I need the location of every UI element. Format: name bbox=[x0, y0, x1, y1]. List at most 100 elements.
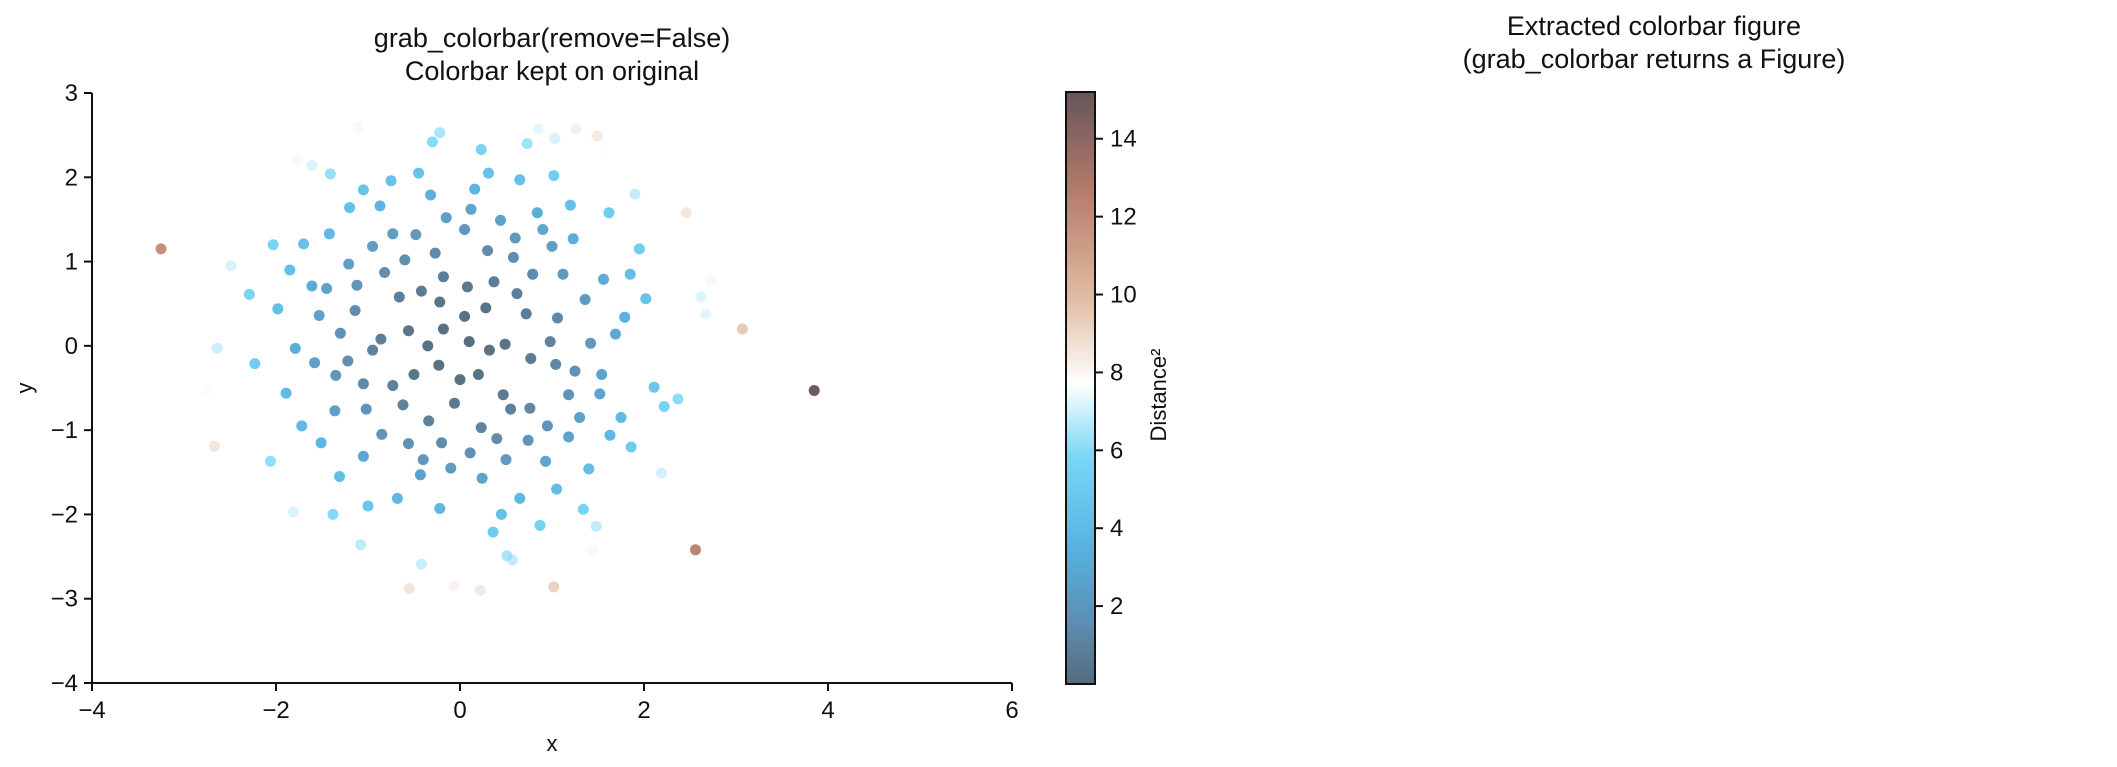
scatter-point bbox=[640, 293, 652, 305]
scatter-point bbox=[690, 544, 701, 556]
scatter-point bbox=[563, 389, 575, 401]
scatter-point bbox=[351, 279, 363, 291]
scatter-point bbox=[625, 441, 637, 453]
scatter-point bbox=[417, 454, 429, 466]
scatter-point bbox=[505, 403, 517, 415]
scatter-point bbox=[658, 401, 670, 412]
scatter-point bbox=[313, 310, 325, 321]
scatter-point bbox=[434, 296, 446, 308]
scatter-point bbox=[309, 357, 321, 369]
scatter-point bbox=[475, 422, 487, 434]
scatter-point bbox=[449, 580, 460, 592]
y-tick-label: −3 bbox=[51, 586, 78, 613]
scatter-point bbox=[243, 288, 255, 300]
scatter-point bbox=[591, 130, 603, 142]
scatter-point bbox=[330, 369, 342, 381]
scatter-point bbox=[284, 264, 296, 276]
scatter-point bbox=[587, 544, 599, 556]
scatter-point bbox=[306, 160, 318, 171]
scatter-point bbox=[648, 381, 660, 393]
scatter-point bbox=[397, 399, 409, 411]
scatter-point bbox=[434, 127, 446, 139]
scatter-point bbox=[525, 353, 537, 364]
scatter-point bbox=[549, 133, 561, 144]
scatter-point bbox=[425, 189, 437, 201]
colorbar-tick-label: 6 bbox=[1110, 437, 1123, 464]
scatter-point bbox=[532, 123, 544, 135]
scatter-point bbox=[475, 144, 487, 155]
scatter-point bbox=[272, 303, 284, 315]
scatter-point bbox=[374, 200, 386, 212]
scatter-point bbox=[329, 405, 341, 417]
scatter-point bbox=[449, 397, 460, 409]
scatter-point bbox=[296, 420, 308, 432]
scatter-point bbox=[437, 323, 449, 335]
scatter-point bbox=[603, 207, 615, 219]
scatter-point bbox=[292, 154, 304, 166]
scatter-point bbox=[704, 276, 716, 288]
scatter-point bbox=[459, 310, 471, 322]
scatter-point bbox=[574, 412, 586, 423]
scatter-point bbox=[323, 228, 335, 240]
scatter-point bbox=[208, 440, 220, 452]
scatter-point bbox=[459, 224, 471, 235]
scatter-point bbox=[511, 288, 523, 300]
scatter-point bbox=[324, 168, 336, 180]
scatter-point bbox=[672, 393, 684, 405]
scatter-point bbox=[357, 184, 369, 196]
scatter-point bbox=[583, 463, 595, 475]
scatter-point bbox=[570, 123, 582, 135]
scatter-point bbox=[433, 359, 445, 371]
scatter-point bbox=[342, 355, 354, 367]
scatter-point bbox=[306, 280, 318, 292]
scatter-point bbox=[579, 294, 591, 305]
scatter-point bbox=[367, 240, 379, 252]
colorbar-tick-label: 8 bbox=[1110, 359, 1123, 386]
scatter-point bbox=[315, 437, 327, 449]
scatter-point bbox=[211, 342, 223, 354]
scatter-point bbox=[289, 342, 301, 354]
scatter-point bbox=[476, 472, 488, 484]
scatter-point bbox=[501, 550, 513, 562]
x-axis-label: x bbox=[547, 731, 558, 756]
scatter-point bbox=[507, 251, 519, 263]
scatter-point bbox=[534, 519, 546, 531]
scatter-point bbox=[355, 539, 367, 551]
scatter-point bbox=[509, 232, 521, 244]
scatter-point bbox=[393, 291, 405, 303]
scatter-point bbox=[352, 121, 364, 133]
colorbar-tick-label: 14 bbox=[1110, 126, 1137, 153]
scatter-point bbox=[422, 340, 434, 352]
x-tick-label: −2 bbox=[262, 697, 289, 724]
scatter-point bbox=[423, 415, 435, 427]
scatter-points bbox=[155, 121, 820, 596]
scatter-point bbox=[436, 437, 448, 449]
left-chart-title-line-2: Colorbar kept on original bbox=[405, 56, 699, 86]
scatter-point bbox=[524, 402, 536, 414]
scatter-point bbox=[360, 403, 372, 415]
colorbar-tick-label: 2 bbox=[1110, 593, 1123, 620]
x-tick-label: −4 bbox=[78, 697, 105, 724]
scatter-point bbox=[265, 455, 276, 467]
scatter-point bbox=[548, 170, 560, 182]
x-tick-label: 6 bbox=[1005, 697, 1018, 724]
scatter-point bbox=[403, 325, 414, 337]
scatter-point bbox=[522, 434, 534, 446]
scatter-point bbox=[399, 254, 411, 266]
scatter-point bbox=[514, 492, 526, 504]
scatter-point bbox=[385, 175, 397, 187]
scatter-point bbox=[349, 305, 361, 316]
y-tick-label: 3 bbox=[65, 80, 78, 107]
scatter-point bbox=[546, 240, 558, 252]
scatter-point bbox=[680, 207, 692, 219]
scatter-point bbox=[454, 374, 466, 386]
colorbar-tick-label: 4 bbox=[1110, 515, 1123, 542]
scatter-point bbox=[480, 302, 492, 314]
scatter-point bbox=[594, 388, 606, 400]
y-tick-label: 1 bbox=[65, 249, 78, 276]
left-chart-title-line-1: grab_colorbar(remove=False) bbox=[374, 23, 730, 53]
scatter-point bbox=[461, 281, 473, 293]
scatter-point bbox=[590, 520, 602, 532]
y-tick-label: −1 bbox=[51, 417, 78, 444]
y-tick-label: 2 bbox=[65, 164, 78, 191]
